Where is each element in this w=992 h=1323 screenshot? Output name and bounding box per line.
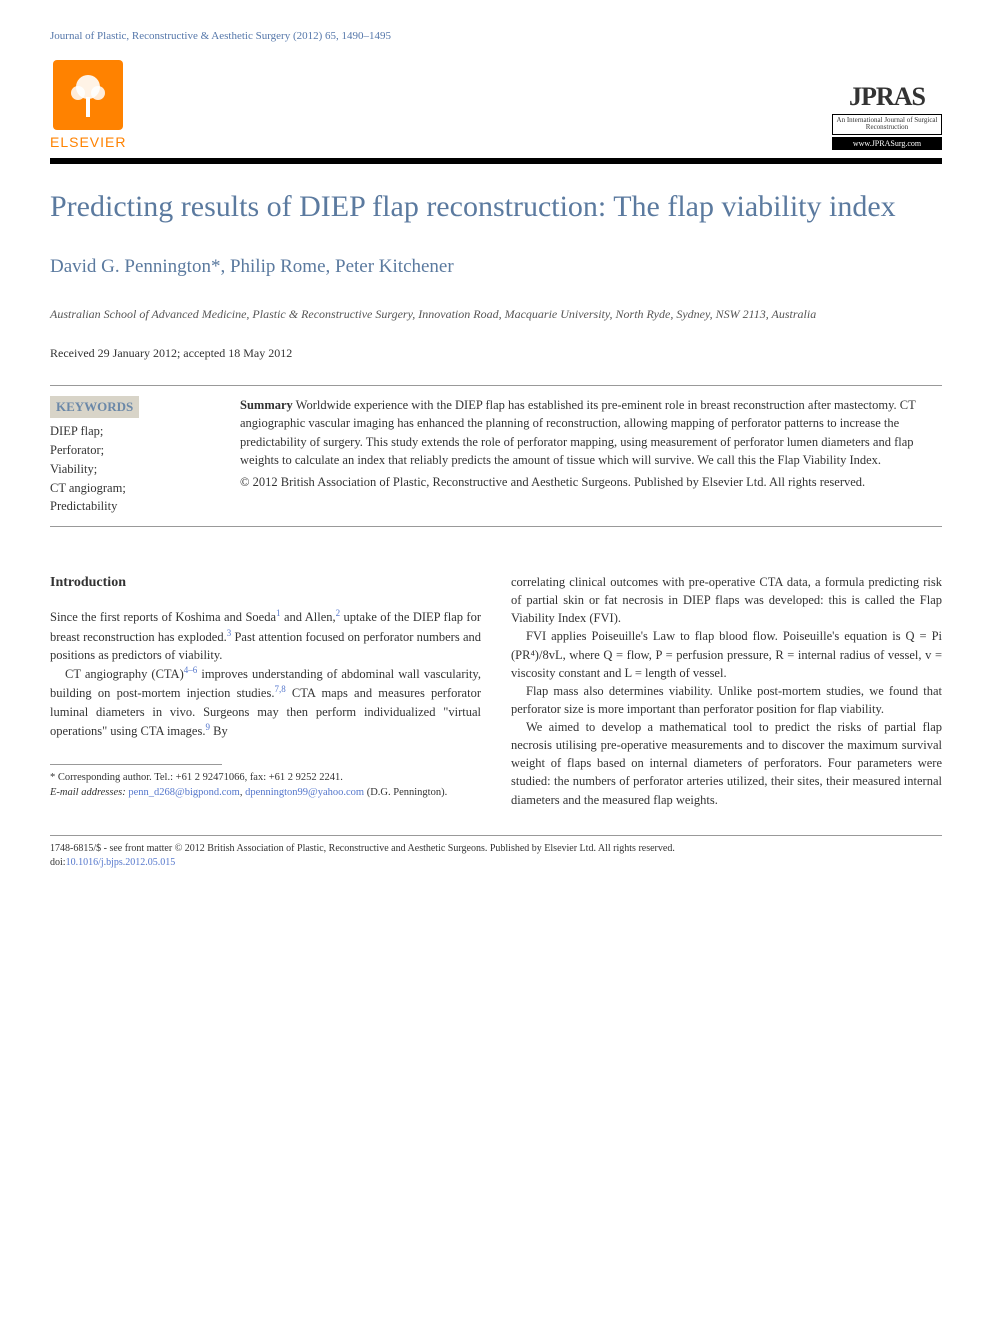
header-rule [50,158,942,164]
keywords-column: KEYWORDS DIEP flap; Perforator; Viabilit… [50,396,210,516]
intro-paragraph-2: CT angiography (CTA)4–6 improves underst… [50,664,481,740]
summary-label: Summary [240,398,293,412]
abstract-box: KEYWORDS DIEP flap; Perforator; Viabilit… [50,396,942,516]
intro-paragraph-1: Since the first reports of Koshima and S… [50,607,481,664]
doi-link[interactable]: 10.1016/j.bjps.2012.05.015 [66,857,176,868]
jpras-subtitle: An International Journal of Surgical Rec… [832,114,942,135]
summary-text: Worldwide experience with the DIEP flap … [240,398,916,466]
body-columns: Introduction Since the first reports of … [50,573,942,809]
article-title: Predicting results of DIEP flap reconstr… [50,188,942,226]
journal-citation: Journal of Plastic, Reconstructive & Aes… [50,30,942,42]
footnote-rule [50,764,222,765]
summary-copyright: © 2012 British Association of Plastic, R… [240,473,942,491]
ref-7-8[interactable]: 7,8 [274,684,285,694]
elsevier-logo: ELSEVIER [50,60,126,150]
affiliation: Australian School of Advanced Medicine, … [50,306,942,323]
keywords-heading: KEYWORDS [50,396,139,418]
corresponding-author-footnote: * Corresponding author. Tel.: +61 2 9247… [50,771,481,800]
jpras-url[interactable]: www.JPRASurg.com [832,137,942,150]
intro-paragraph-2-cont: correlating clinical outcomes with pre-o… [511,573,942,627]
authors: David G. Pennington*, Philip Rome, Peter… [50,256,942,278]
logos-row: ELSEVIER JPRAS An International Journal … [50,60,942,150]
introduction-heading: Introduction [50,573,481,593]
footer-copyright: 1748-6815/$ - see front matter © 2012 Br… [50,842,942,856]
summary-column: Summary Worldwide experience with the DI… [240,396,942,516]
footer: 1748-6815/$ - see front matter © 2012 Br… [50,842,942,870]
right-column: correlating clinical outcomes with pre-o… [511,573,942,809]
corresponding-tel-fax: * Corresponding author. Tel.: +61 2 9247… [50,771,481,786]
footer-rule [50,835,942,836]
keywords-list: DIEP flap; Perforator; Viability; CT ang… [50,422,210,516]
abstract-bottom-rule [50,526,942,527]
intro-paragraph-3: FVI applies Poiseuille's Law to flap blo… [511,627,942,681]
abstract-top-rule [50,385,942,386]
jpras-title: JPRAS [832,82,942,112]
ref-4-6[interactable]: 4–6 [184,665,198,675]
email-link-2[interactable]: dpennington99@yahoo.com [245,787,364,798]
email-link-1[interactable]: penn_d268@bigpond.com [128,787,239,798]
article-dates: Received 29 January 2012; accepted 18 Ma… [50,346,942,361]
intro-paragraph-4: Flap mass also determines viability. Unl… [511,682,942,718]
elsevier-tree-icon [53,60,123,130]
intro-paragraph-5: We aimed to develop a mathematical tool … [511,718,942,809]
corresponding-emails: E-mail addresses: penn_d268@bigpond.com,… [50,786,481,801]
footer-doi: doi:10.1016/j.bjps.2012.05.015 [50,856,942,870]
left-column: Introduction Since the first reports of … [50,573,481,809]
elsevier-label: ELSEVIER [50,134,126,150]
jpras-logo: JPRAS An International Journal of Surgic… [832,82,942,150]
